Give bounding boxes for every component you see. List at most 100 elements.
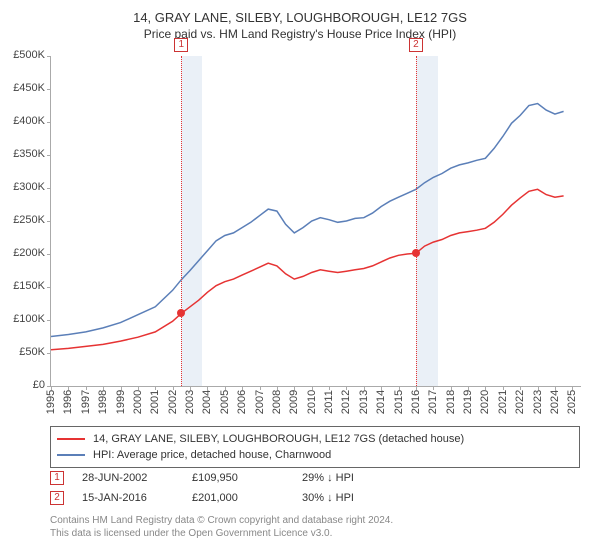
x-tick [86,386,87,390]
y-axis-label: £100K [3,313,45,325]
plot-area: £0£50K£100K£150K£200K£250K£300K£350K£400… [50,56,581,387]
x-axis-label: 2024 [549,387,561,417]
y-axis-label: £50K [3,346,45,358]
x-axis-label: 2016 [410,387,422,417]
note-row: 2 15-JAN-2016 £201,000 30% ↓ HPI [50,488,580,508]
x-axis-label: 2023 [532,387,544,417]
sale-marker-icon: 1 [174,38,188,52]
x-tick [520,386,521,390]
y-axis-label: £200K [3,247,45,259]
sale-marker-icon: 2 [409,38,423,52]
x-tick [555,386,556,390]
x-tick [451,386,452,390]
note-price: £109,950 [192,472,284,484]
x-tick [155,386,156,390]
legend-swatch [57,454,85,456]
y-axis-label: £500K [3,49,45,61]
y-tick [47,353,51,354]
x-axis-label: 2003 [184,387,196,417]
y-axis-label: £0 [3,379,45,391]
footer-line: This data is licensed under the Open Gov… [50,527,580,540]
x-axis-label: 2020 [479,387,491,417]
titles: 14, GRAY LANE, SILEBY, LOUGHBOROUGH, LE1… [0,0,600,41]
x-axis-label: 2001 [149,387,161,417]
x-tick [468,386,469,390]
y-axis-label: £350K [3,148,45,160]
x-axis-label: 2012 [340,387,352,417]
x-axis-label: 2010 [306,387,318,417]
x-tick [277,386,278,390]
x-axis-label: 1997 [80,387,92,417]
x-axis-label: 2021 [497,387,509,417]
note-date: 15-JAN-2016 [82,492,174,504]
x-tick [68,386,69,390]
x-axis-label: 2025 [566,387,578,417]
x-axis-label: 1996 [62,387,74,417]
y-tick [47,122,51,123]
note-date: 28-JUN-2002 [82,472,174,484]
legend-box: 14, GRAY LANE, SILEBY, LOUGHBOROUGH, LE1… [50,426,580,468]
footer-line: Contains HM Land Registry data © Crown c… [50,514,580,527]
x-tick [190,386,191,390]
x-axis-label: 2014 [375,387,387,417]
x-axis-label: 1998 [97,387,109,417]
y-axis-label: £250K [3,214,45,226]
y-axis-label: £150K [3,280,45,292]
y-axis-label: £400K [3,115,45,127]
x-axis-label: 2013 [358,387,370,417]
series-hpi [51,104,564,337]
y-tick [47,89,51,90]
x-axis-label: 2000 [132,387,144,417]
x-axis-label: 2018 [445,387,457,417]
x-tick [103,386,104,390]
x-tick [433,386,434,390]
y-tick [47,56,51,57]
sale-notes: 1 28-JUN-2002 £109,950 29% ↓ HPI 2 15-JA… [50,468,580,508]
y-tick [47,188,51,189]
x-axis-label: 1995 [45,387,57,417]
x-axis-label: 2011 [323,387,335,417]
chart-area: £0£50K£100K£150K£200K£250K£300K£350K£400… [50,56,580,416]
x-tick [381,386,382,390]
x-tick [329,386,330,390]
x-axis-label: 2009 [288,387,300,417]
y-tick [47,155,51,156]
x-tick [225,386,226,390]
x-tick [312,386,313,390]
legend-row: HPI: Average price, detached house, Char… [57,447,573,463]
y-axis-label: £300K [3,181,45,193]
sale-vline [416,56,417,386]
x-axis-label: 2015 [393,387,405,417]
chart-subtitle: Price paid vs. HM Land Registry's House … [0,27,600,41]
x-axis-label: 2022 [514,387,526,417]
x-axis-label: 2019 [462,387,474,417]
legend-row: 14, GRAY LANE, SILEBY, LOUGHBOROUGH, LE1… [57,431,573,447]
x-tick [260,386,261,390]
x-tick [138,386,139,390]
note-marker-icon: 1 [50,471,64,485]
legend-swatch [57,438,85,440]
x-tick [572,386,573,390]
x-tick [173,386,174,390]
x-axis-label: 2002 [167,387,179,417]
x-tick [503,386,504,390]
note-delta: 29% ↓ HPI [302,472,394,484]
x-tick [485,386,486,390]
y-tick [47,221,51,222]
sale-vline [181,56,182,386]
x-tick [416,386,417,390]
legend-label: HPI: Average price, detached house, Char… [93,449,331,461]
x-tick [294,386,295,390]
x-axis-label: 2017 [427,387,439,417]
y-tick [47,320,51,321]
x-axis-label: 2005 [219,387,231,417]
series-price_paid [51,189,564,349]
line-series-svg [51,56,581,386]
x-axis-label: 2008 [271,387,283,417]
footer-attribution: Contains HM Land Registry data © Crown c… [50,514,580,540]
x-tick [242,386,243,390]
x-tick [51,386,52,390]
x-tick [399,386,400,390]
x-axis-label: 2006 [236,387,248,417]
x-tick [538,386,539,390]
